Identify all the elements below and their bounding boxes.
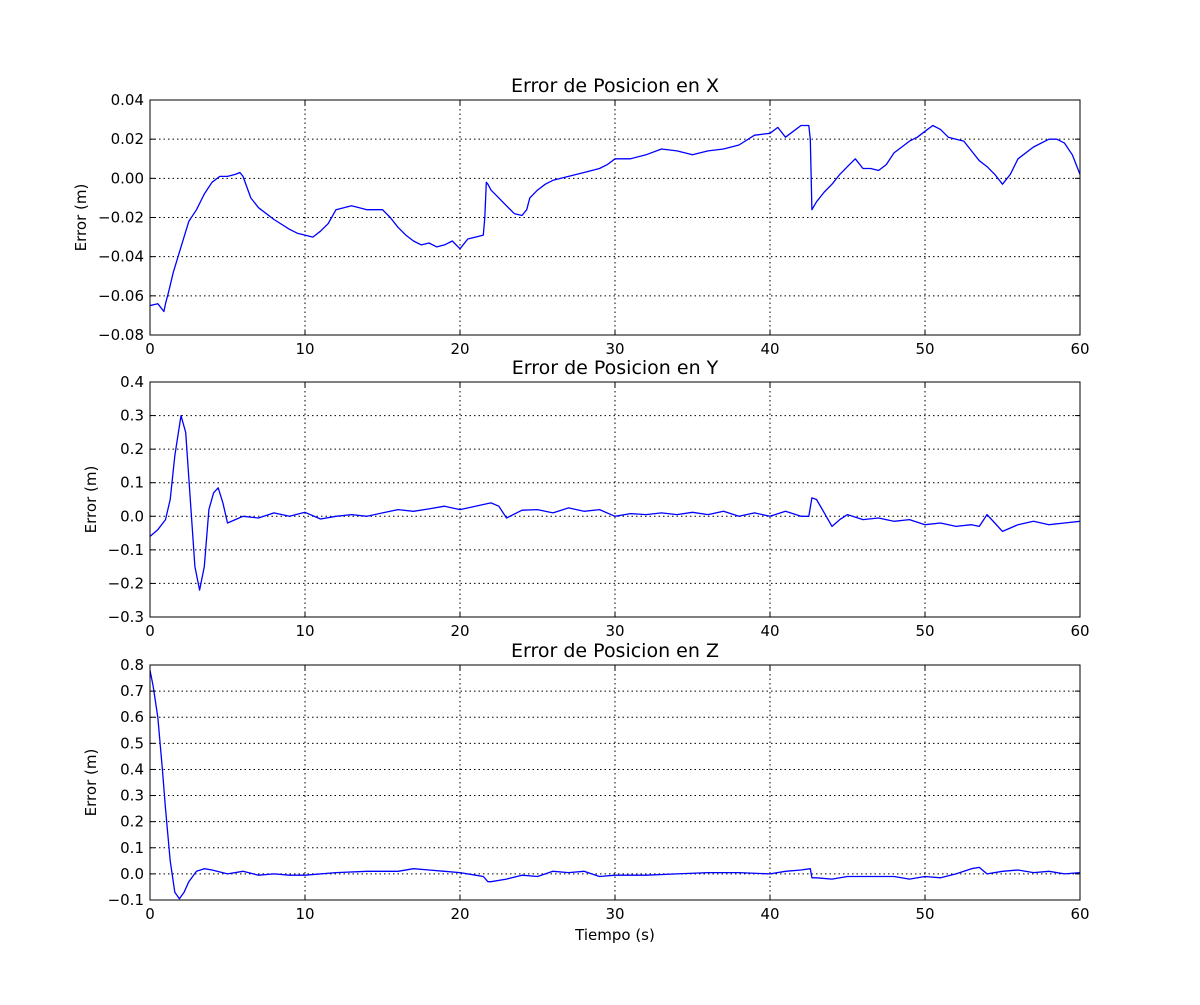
x-tick-label: 30 — [605, 622, 624, 640]
y-tick-label: 0.2 — [120, 440, 144, 458]
y-tick-label: −0.1 — [108, 891, 144, 909]
y-tick-label: 0.5 — [120, 734, 144, 752]
y-tick-label: 0.3 — [120, 407, 144, 425]
y-tick-label: −0.2 — [108, 574, 144, 592]
chart-title: Error de Posicion en X — [511, 75, 719, 97]
x-tick-label: 20 — [450, 340, 469, 358]
y-axis-label: Error (m) — [82, 749, 100, 817]
x-tick-label: 10 — [295, 340, 314, 358]
y-tick-label: 0.04 — [111, 91, 144, 109]
x-tick-label: 0 — [145, 340, 155, 358]
x-tick-label: 60 — [1070, 622, 1089, 640]
y-tick-label: 0.0 — [120, 507, 144, 525]
x-tick-label: 40 — [760, 622, 779, 640]
x-tick-label: 20 — [450, 622, 469, 640]
x-tick-label: 50 — [915, 622, 934, 640]
y-tick-label: −0.08 — [98, 326, 144, 344]
y-axis-label: Error (m) — [82, 466, 100, 534]
y-tick-label: −0.3 — [108, 608, 144, 626]
y-tick-label: −0.06 — [98, 287, 144, 305]
x-tick-label: 20 — [450, 905, 469, 923]
x-tick-label: 40 — [760, 905, 779, 923]
x-tick-label: 10 — [295, 622, 314, 640]
y-tick-label: 0.3 — [120, 787, 144, 805]
y-tick-label: 0.1 — [120, 474, 144, 492]
x-tick-label: 30 — [605, 340, 624, 358]
x-tick-label: 30 — [605, 905, 624, 923]
panel-x: 0 10 20 30 40 50 60 −0.08 −0.06 −0.04 −0.02 0.00 0.0… — [72, 75, 1090, 358]
x-tick-label: 40 — [760, 340, 779, 358]
chart-title: Error de Posicion en Y — [512, 357, 719, 379]
series-line-z — [150, 670, 1080, 900]
panel-z: 0 10 20 30 40 50 60 −0.1 0.0 0.1 0.2 0.3 0.4 0.5 0.6 0.… — [82, 640, 1090, 944]
y-tick-label: 0.02 — [111, 130, 144, 148]
panel-y: 0 10 20 30 40 50 60 −0.3 −0.2 −0.1 0.0 0.1 0.2 0.3 0.4… — [82, 357, 1090, 640]
x-tick-label: 50 — [915, 905, 934, 923]
x-tick-label: 50 — [915, 340, 934, 358]
y-tick-label: 0.4 — [120, 760, 144, 778]
x-tick-label: 0 — [145, 905, 155, 923]
y-tick-label: 0.00 — [111, 169, 144, 187]
x-tick-label: 0 — [145, 622, 155, 640]
y-tick-label: 0.4 — [120, 373, 144, 391]
y-tick-label: 0.8 — [120, 656, 144, 674]
y-tick-label: 0.2 — [120, 813, 144, 831]
y-tick-label: −0.1 — [108, 541, 144, 559]
chart-title: Error de Posicion en Z — [511, 640, 719, 662]
y-tick-label: 0.6 — [120, 708, 144, 726]
x-axis-label: Tiempo (s) — [574, 926, 655, 944]
x-tick-label: 60 — [1070, 340, 1089, 358]
y-tick-label: 0.1 — [120, 839, 144, 857]
x-tick-label: 60 — [1070, 905, 1089, 923]
series-line-y — [150, 414, 1080, 591]
y-tick-label: −0.02 — [98, 209, 144, 227]
y-tick-label: 0.0 — [120, 865, 144, 883]
y-axis-label: Error (m) — [72, 184, 90, 252]
series-line-x — [150, 124, 1080, 313]
y-tick-label: 0.7 — [120, 682, 144, 700]
y-tick-label: −0.04 — [98, 248, 144, 266]
x-tick-label: 10 — [295, 905, 314, 923]
